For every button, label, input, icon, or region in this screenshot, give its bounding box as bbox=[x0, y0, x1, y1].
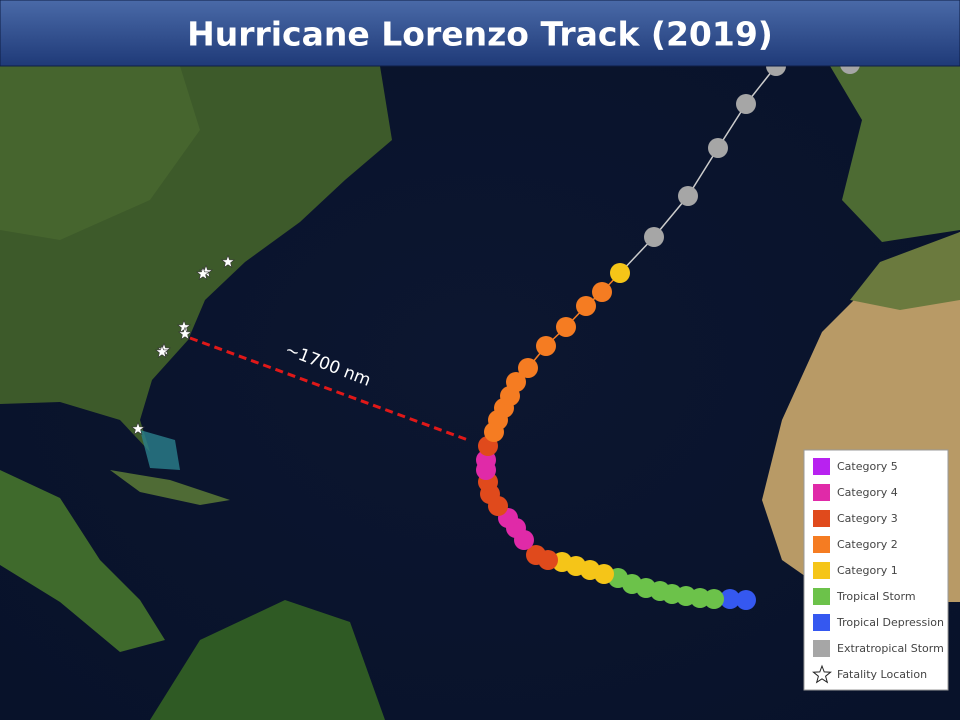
legend-label: Tropical Storm bbox=[836, 590, 916, 603]
legend-swatch bbox=[813, 562, 830, 579]
track-point bbox=[678, 186, 698, 206]
track bbox=[476, 54, 860, 610]
track-point bbox=[736, 94, 756, 114]
title-bar bbox=[0, 0, 960, 67]
track-point bbox=[644, 227, 664, 247]
track-point bbox=[526, 545, 546, 565]
distance-line bbox=[189, 336, 469, 442]
legend-swatch bbox=[813, 510, 830, 527]
fatality-star bbox=[195, 266, 211, 281]
track-point bbox=[592, 282, 612, 302]
track-point bbox=[518, 358, 538, 378]
legend-star bbox=[812, 664, 832, 684]
legend-swatch bbox=[813, 536, 830, 553]
fatality-star bbox=[177, 326, 193, 341]
track-point bbox=[720, 589, 740, 609]
fatality-star bbox=[220, 254, 236, 269]
legend-swatch bbox=[813, 484, 830, 501]
legend-label: Category 2 bbox=[837, 538, 898, 551]
legend-label: Fatality Location bbox=[837, 668, 927, 681]
legend-label: Category 4 bbox=[837, 486, 898, 499]
legend-swatch bbox=[813, 588, 830, 605]
legend-label: Extratropical Storm bbox=[837, 642, 944, 655]
legend-swatch bbox=[813, 640, 830, 657]
legend: Category 5 Category 4 Category 3 Category 2… bbox=[812, 458, 944, 684]
track-point bbox=[610, 263, 630, 283]
track-point bbox=[536, 336, 556, 356]
legend-swatch bbox=[813, 458, 830, 475]
legend-swatch bbox=[813, 614, 830, 631]
fatality-stars bbox=[130, 254, 236, 436]
fatality-star bbox=[130, 421, 146, 436]
track-point bbox=[506, 372, 526, 392]
track-point bbox=[556, 317, 576, 337]
track-point bbox=[708, 138, 728, 158]
title: Hurricane Lorenzo Track (2019) bbox=[187, 15, 773, 54]
legend-label: Category 5 bbox=[837, 460, 898, 473]
fatality-star bbox=[154, 344, 170, 359]
legend-label: Tropical Depression bbox=[836, 616, 944, 629]
track-point bbox=[736, 590, 756, 610]
legend-label: Category 1 bbox=[837, 564, 898, 577]
legend-label: Category 3 bbox=[837, 512, 898, 525]
track-point bbox=[576, 296, 596, 316]
